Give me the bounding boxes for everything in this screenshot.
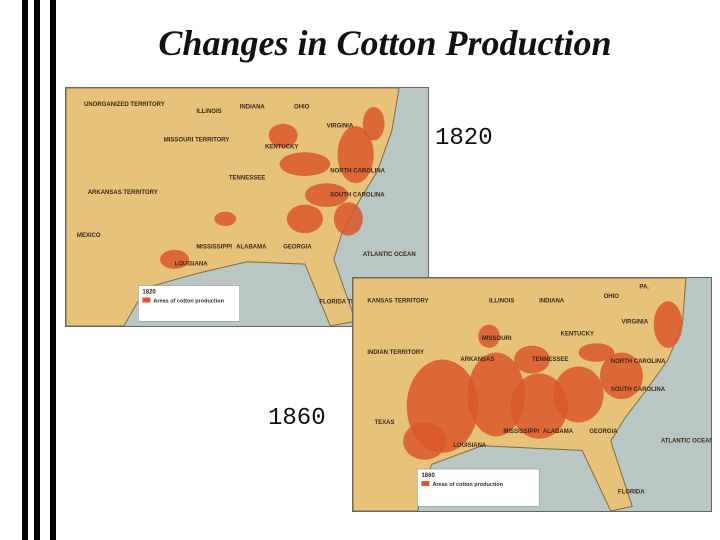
- cotton-area: [578, 343, 615, 362]
- map-label: MEXICO: [77, 233, 101, 239]
- decor-bar: [50, 0, 56, 540]
- cotton-area: [478, 324, 500, 348]
- cotton-area: [279, 152, 331, 177]
- map-label: VIRGINIA: [622, 320, 649, 326]
- slide-title: Changes in Cotton Production: [158, 23, 612, 63]
- map-label: GEORGIA: [283, 245, 312, 251]
- cotton-area: [286, 204, 324, 234]
- legend-text: Areas of cotton production: [432, 482, 503, 488]
- cotton-area: [653, 301, 683, 348]
- year-label: 1820: [435, 125, 493, 152]
- map-label: ALABAMA: [236, 245, 267, 251]
- map-label: OHIO: [604, 294, 620, 300]
- map-label: MISSISSIPPI: [196, 245, 232, 251]
- map-label: INDIANA: [539, 299, 565, 305]
- legend-box: [417, 468, 540, 507]
- map-label: ARKANSAS: [460, 357, 494, 363]
- map-label: SOUTH CAROLINA: [611, 387, 666, 393]
- cotton-area: [337, 126, 374, 184]
- map-label: MISSOURI TERRITORY: [164, 138, 230, 144]
- legend-box: [138, 285, 241, 322]
- map-label: INDIAN TERRITORY: [367, 350, 424, 356]
- map-label: FLORIDA: [618, 490, 645, 496]
- legend-text: Areas of cotton production: [153, 299, 224, 305]
- cotton-area: [600, 352, 643, 400]
- map-label: OHIO: [294, 104, 310, 110]
- map-label: VIRGINIA: [327, 123, 354, 129]
- map-label: GEORGIA: [589, 429, 618, 435]
- map-label: ATLANTIC OCEAN: [661, 438, 712, 444]
- map-label: TENNESSEE: [532, 357, 568, 363]
- cotton-area: [403, 422, 447, 460]
- map-label: PA.: [639, 285, 649, 291]
- legend-swatch: [421, 481, 430, 487]
- year-label: 1860: [268, 405, 326, 432]
- legend-swatch: [142, 297, 151, 303]
- map-label: UNORGANIZED TERRITORY: [84, 102, 165, 108]
- land: [66, 88, 400, 326]
- map-label: KENTUCKY: [265, 145, 298, 151]
- map-label: NORTH CAROLINA: [611, 359, 666, 365]
- map-label: TENNESSEE: [229, 176, 265, 182]
- map-label: ILLINOIS: [196, 109, 221, 115]
- cotton-area: [268, 123, 298, 148]
- map-label: KANSAS TERRITORY: [367, 299, 428, 305]
- cotton-area: [362, 107, 385, 141]
- map-label: ATLANTIC OCEAN: [363, 252, 416, 258]
- legend-year: 1820: [142, 290, 156, 296]
- map-label: ALABAMA: [543, 429, 574, 435]
- map-1860: KANSAS TERRITORY ILLINOIS INDIANA OHIO PA. VI…: [352, 277, 712, 512]
- map-label: ARKANSAS TERRITORY: [88, 190, 158, 196]
- decor-bar: [22, 0, 28, 540]
- map-label: MISSOURI: [482, 336, 512, 342]
- map-label: LOUISIANA: [453, 443, 487, 449]
- map-label: NORTH CAROLINA: [330, 169, 385, 175]
- cotton-area: [304, 183, 349, 207]
- cotton-area: [467, 352, 525, 437]
- map-label: LOUISIANA: [175, 261, 209, 267]
- cotton-area: [160, 249, 190, 269]
- legend-year: 1860: [421, 473, 435, 479]
- cotton-area: [514, 345, 550, 374]
- map-label: MISSISSIPPI: [503, 429, 539, 435]
- map-label: KENTUCKY: [561, 331, 594, 337]
- cotton-area: [333, 202, 363, 236]
- cotton-area: [214, 211, 237, 227]
- map-label: INDIANA: [240, 104, 266, 110]
- map-label: SOUTH CAROLINA: [330, 192, 385, 198]
- map-label: TEXAS: [374, 420, 394, 426]
- map-label: FLORIDA TERRITORY: [319, 299, 381, 305]
- cotton-area: [510, 373, 568, 439]
- cotton-area: [553, 366, 604, 423]
- map-label: ILLINOIS: [489, 299, 514, 305]
- decor-bar: [34, 0, 40, 540]
